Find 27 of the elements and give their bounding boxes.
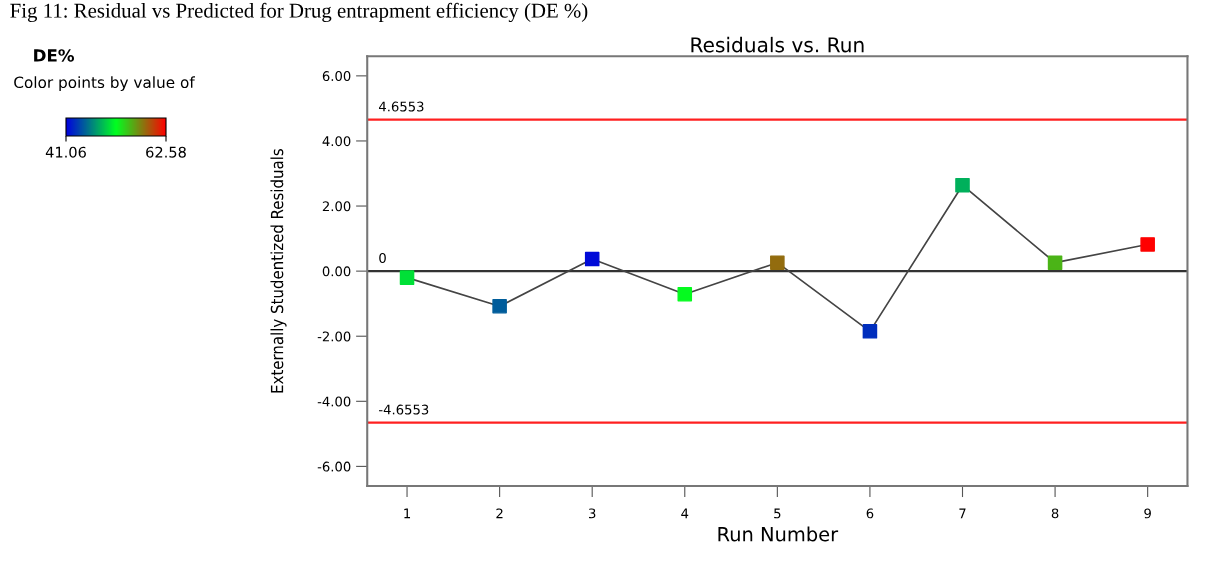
- y-tick-label: 2.00: [322, 201, 351, 212]
- ref-line-label: 4.6553: [378, 101, 424, 112]
- x-axis-title: Run Number: [718, 526, 839, 542]
- caption: Fig 11: Residual vs Predicted for Drug entrapment efficiency (DE %): [10, 2, 588, 23]
- x-tick-label: 8: [1051, 508, 1059, 519]
- x-tick-label: 4: [681, 508, 689, 519]
- ref-line-label: 0: [379, 253, 386, 264]
- x-tick-label: 7: [959, 508, 966, 519]
- x-tick-label: 5: [774, 508, 781, 519]
- y-tick-label: -6.00: [317, 461, 351, 472]
- x-tick-label: 1: [404, 508, 411, 519]
- y-tick-label: -2.00: [317, 331, 351, 342]
- y-tick-label: 0.00: [322, 266, 351, 277]
- x-tick-label: 9: [1144, 508, 1151, 519]
- x-tick-label: 2: [496, 508, 503, 519]
- x-tick-label: 6: [866, 508, 874, 519]
- y-tick-label: 4.00: [322, 136, 351, 147]
- color-bar-title: DE%: [34, 49, 74, 62]
- text: Color points by value of: [14, 76, 196, 92]
- chart-title: Residuals vs. Run: [691, 36, 864, 53]
- y-tick-label: -4.00: [317, 396, 351, 407]
- x-tick-label: 3: [589, 508, 596, 519]
- ref-line-label: -4.6553: [378, 404, 429, 415]
- y-axis-title: Externally Studentized Residuals: [270, 149, 287, 393]
- color-bar-label: 41.06: [45, 146, 86, 158]
- color-bar-label: 62.58: [146, 146, 186, 158]
- y-tick-label: 6.00: [322, 71, 351, 82]
